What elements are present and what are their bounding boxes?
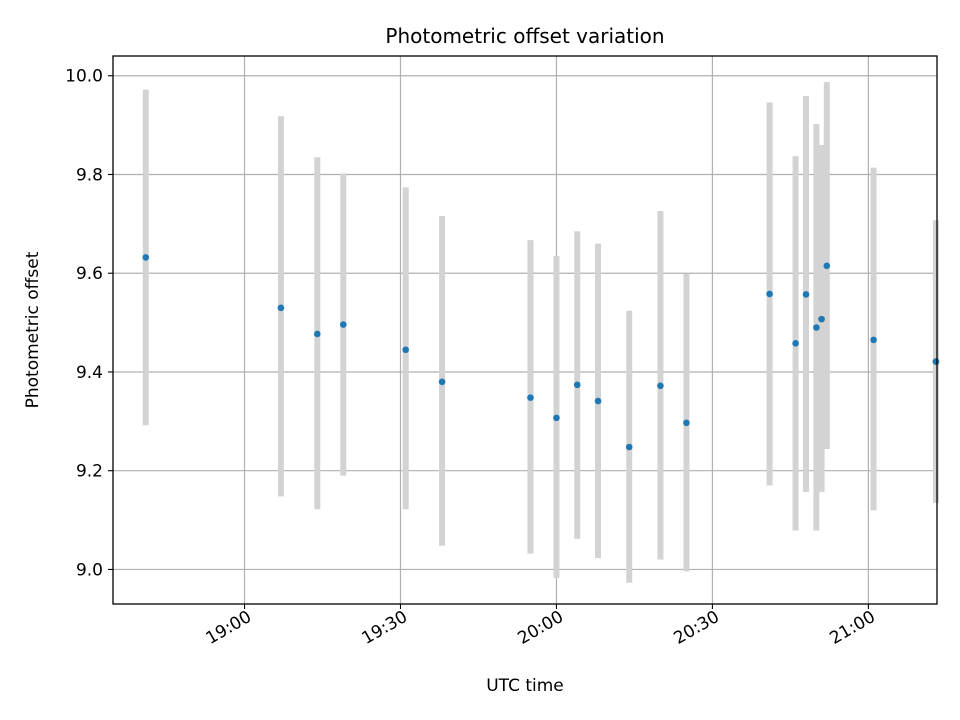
x-axis-ticks: 19:00 19:30 20:00 20:30 21:00 xyxy=(203,604,879,649)
x-tick-label: 19:30 xyxy=(359,607,411,649)
data-point xyxy=(438,378,446,386)
chart-title: Photometric offset variation xyxy=(385,24,664,48)
data-point xyxy=(870,336,877,344)
data-point xyxy=(683,419,690,427)
data-point xyxy=(625,443,633,451)
plot-frame xyxy=(112,55,938,605)
data-point xyxy=(314,330,321,338)
x-tick-label: 21:00 xyxy=(826,607,878,649)
data-point xyxy=(802,291,810,298)
x-axis-label: UTC time xyxy=(486,676,564,696)
x-tick-label: 20:30 xyxy=(670,607,722,649)
y-tick-label: 10.0 xyxy=(65,67,103,87)
data-point xyxy=(277,304,285,312)
data-point xyxy=(657,382,664,390)
grid-lines xyxy=(113,56,937,604)
data-point xyxy=(402,346,409,354)
data-point xyxy=(553,414,560,422)
data-point xyxy=(932,358,940,365)
data-point xyxy=(792,340,799,347)
data-markers xyxy=(142,254,940,451)
x-tick-label: 20:00 xyxy=(515,607,567,649)
data-point xyxy=(823,262,831,270)
data-point xyxy=(766,290,773,298)
y-tick-label: 9.2 xyxy=(76,462,103,482)
data-point xyxy=(594,397,602,405)
data-point xyxy=(573,381,581,389)
y-axis-label: Photometric offset xyxy=(23,251,43,408)
data-point xyxy=(527,394,534,401)
data-point xyxy=(340,321,347,328)
y-tick-label: 9.6 xyxy=(76,264,103,284)
y-tick-label: 9.0 xyxy=(76,560,103,580)
data-point xyxy=(813,324,820,331)
data-point xyxy=(818,315,825,323)
y-axis-ticks: 9.0 9.2 9.4 9.6 9.8 10.0 xyxy=(65,67,113,580)
data-point xyxy=(142,254,150,261)
x-tick-label: 19:00 xyxy=(203,607,255,649)
error-bars xyxy=(142,82,939,583)
y-tick-label: 9.4 xyxy=(76,363,103,383)
y-tick-label: 9.8 xyxy=(76,165,103,185)
